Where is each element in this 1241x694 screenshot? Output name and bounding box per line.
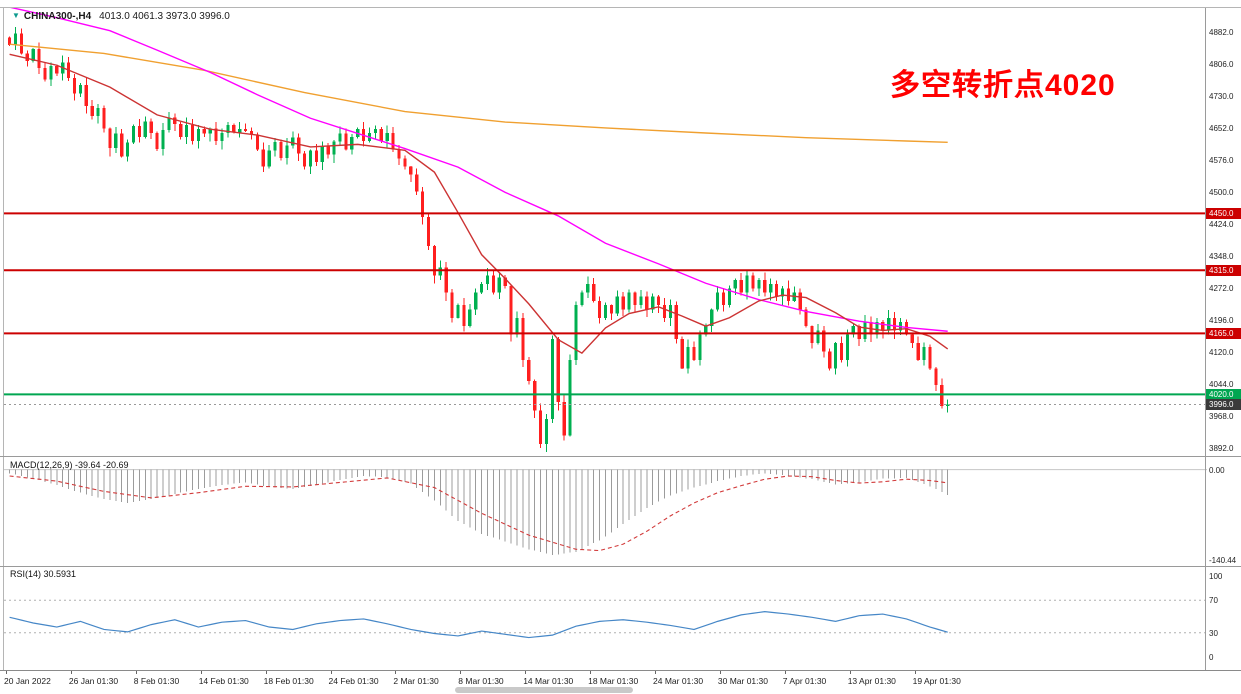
time-tick <box>914 670 916 674</box>
main-chart-panel[interactable]: ▼ CHINA300-,H4 4013.0 4061.3 3973.0 3996.0… <box>4 8 1207 455</box>
rsi-chart <box>4 599 1207 639</box>
macd-tick-label: -140.44 <box>1209 555 1237 565</box>
time-tick <box>784 670 786 674</box>
price-tick-label: 3968.0 <box>1209 412 1234 422</box>
ma-line-mid-magenta <box>10 8 948 332</box>
time-tick <box>849 670 851 674</box>
price-level-tag: 4450.0 <box>1206 207 1241 219</box>
price-tick-label: 4882.0 <box>1209 27 1234 37</box>
time-tick <box>330 670 332 674</box>
candlestick-chart <box>4 8 1207 453</box>
macd-chart <box>4 469 1207 556</box>
time-label: 8 Mar 01:30 <box>458 676 504 686</box>
ma-line-fast-red <box>9 53 949 355</box>
time-tick <box>590 670 592 674</box>
price-tick-label: 4044.0 <box>1209 380 1234 390</box>
rsi-line <box>9 611 948 639</box>
price-tick-label: 4272.0 <box>1209 284 1234 294</box>
time-tick <box>6 670 7 674</box>
current-price-tag: 3996.0 <box>1206 398 1241 410</box>
rsi-panel[interactable]: RSI(14) 30.5931 <box>4 567 1207 670</box>
price-tick-label: 4424.0 <box>1209 220 1234 230</box>
bottom-scrollbar-thumb[interactable] <box>455 687 633 693</box>
chart-symbol-timeframe: CHINA300-,H4 <box>23 11 92 22</box>
price-axis[interactable]: 4882.0 4806.0 4730.0 4652.0 4576.0 4500.0 4424… <box>1206 0 1241 694</box>
rsi-tick-label: 100 <box>1209 572 1223 581</box>
time-axis-line <box>0 670 1241 671</box>
macd-histogram <box>9 469 949 556</box>
price-tick-label: 4196.0 <box>1209 316 1234 326</box>
time-label: 14 Feb 01:30 <box>198 676 249 686</box>
time-tick <box>655 670 656 674</box>
time-tick <box>135 670 137 674</box>
time-label: 24 Feb 01:30 <box>328 676 379 686</box>
price-tick-label: 4500.0 <box>1209 188 1234 198</box>
price-tick-label: 4120.0 <box>1209 348 1234 358</box>
rsi-tick-label: 0 <box>1209 653 1214 662</box>
price-level-tag: 4020.0 <box>1206 388 1241 400</box>
symbol-marker-icon: ▼ <box>12 11 20 20</box>
window-top-border <box>0 7 1241 8</box>
time-tick <box>70 670 72 674</box>
time-tick <box>719 670 721 674</box>
price-tick-label: 4730.0 <box>1209 91 1234 101</box>
macd-tick-label: 0.00 <box>1209 465 1225 475</box>
panel-separator[interactable] <box>0 456 1241 457</box>
ma-line-slow-orange <box>9 43 948 143</box>
rsi-tick-label: 70 <box>1209 596 1218 606</box>
annotation-text[interactable]: 多空转折点4020 <box>890 69 1116 102</box>
price-level-tag: 4165.0 <box>1206 327 1241 339</box>
price-tick-label: 4576.0 <box>1209 156 1234 166</box>
price-tick-label: 4806.0 <box>1209 59 1234 69</box>
time-tick <box>395 670 397 674</box>
time-label: 30 Mar 01:30 <box>717 676 768 686</box>
time-axis[interactable]: 20 Jan 2022 26 Jan 01:30 8 Feb 01:30 14 Feb… <box>0 665 1241 690</box>
price-tick-label: 4348.0 <box>1209 252 1234 262</box>
time-label: 26 Jan 01:30 <box>68 676 119 686</box>
price-tick-label: 4652.0 <box>1209 124 1234 134</box>
time-label: 18 Mar 01:30 <box>588 676 639 686</box>
time-label: 8 Feb 01:30 <box>133 676 180 686</box>
time-label: 13 Apr 01:30 <box>847 676 896 686</box>
time-label: 14 Mar 01:30 <box>523 676 574 686</box>
chart-ohlc-values: 4013.0 4061.3 3973.0 3996.0 <box>99 11 230 22</box>
time-label: 18 Feb 01:30 <box>263 676 314 686</box>
macd-panel[interactable]: MACD(12,26,9) -39.64 -20.69 <box>4 458 1207 566</box>
time-label: 19 Apr 01:30 <box>912 676 961 686</box>
time-tick <box>525 670 527 674</box>
macd-signal-line <box>9 475 948 552</box>
window-left-border <box>3 7 4 671</box>
time-label: 20 Jan 2022 <box>4 676 51 686</box>
time-label: 2 Mar 01:30 <box>393 676 439 686</box>
axis-separator <box>1205 8 1206 671</box>
time-label: 7 Apr 01:30 <box>782 676 827 686</box>
chart-title: ▼ CHINA300-,H4 4013.0 4061.3 3973.0 3996.0 <box>12 11 230 22</box>
macd-label: MACD(12,26,9) -39.64 -20.69 <box>10 460 129 470</box>
time-tick <box>200 670 202 674</box>
time-label: 24 Mar 01:30 <box>653 676 704 686</box>
candlesticks <box>8 26 950 453</box>
price-tick-label: 3892.0 <box>1209 444 1234 454</box>
time-tick <box>265 670 267 674</box>
time-tick <box>460 670 462 674</box>
rsi-tick-label: 30 <box>1209 628 1218 638</box>
price-level-tag: 4315.0 <box>1206 264 1241 276</box>
panel-separator[interactable] <box>0 566 1241 567</box>
rsi-label: RSI(14) 30.5931 <box>10 569 77 579</box>
